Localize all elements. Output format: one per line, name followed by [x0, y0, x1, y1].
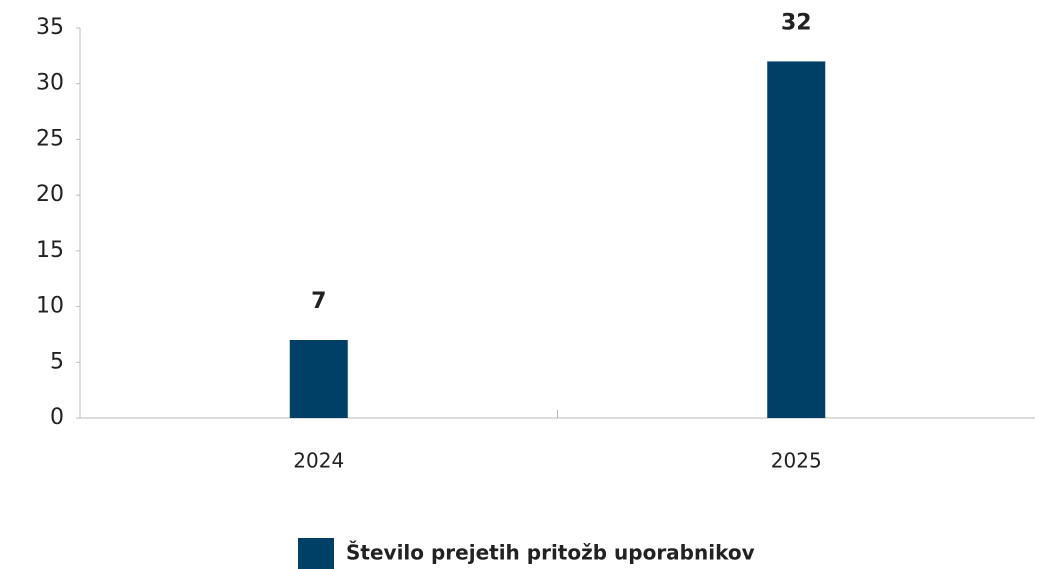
y-tick-label: 5: [50, 349, 64, 374]
bar: [289, 340, 348, 418]
x-tick-label: 2024: [293, 449, 344, 473]
y-tick-label: 30: [36, 71, 64, 96]
y-tick-label: 10: [36, 294, 64, 319]
y-tick-label: 0: [50, 405, 64, 430]
y-tick-label: 15: [36, 238, 64, 263]
x-tick-label: 2025: [771, 449, 822, 473]
y-tick-label: 20: [36, 182, 64, 207]
value-label: 7: [311, 289, 326, 314]
y-tick-label: 35: [36, 15, 64, 40]
legend-swatch: [298, 538, 334, 569]
value-label: 32: [781, 10, 812, 35]
bar: [767, 61, 826, 419]
y-tick-label: 25: [36, 126, 64, 151]
legend-label: Število prejetih pritožb uporabnikov: [346, 541, 755, 565]
